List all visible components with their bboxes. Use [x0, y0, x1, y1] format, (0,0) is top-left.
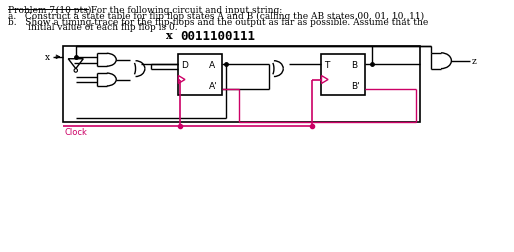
Text: b.   Show a timing trace for the flip-flops and the output as far as possible. A: b. Show a timing trace for the flip-flop… [8, 18, 428, 27]
Text: For the following circuit and input string:: For the following circuit and input stri… [88, 6, 282, 15]
Text: x: x [166, 30, 173, 41]
Text: initial value of each flip flop is 0.: initial value of each flip flop is 0. [8, 23, 178, 32]
Text: D: D [181, 60, 188, 70]
Text: 0011100111: 0011100111 [180, 30, 255, 43]
Text: T: T [324, 60, 329, 70]
Text: B': B' [352, 82, 360, 91]
Text: A: A [209, 60, 215, 70]
Text: z: z [471, 57, 476, 66]
Text: A': A' [209, 82, 217, 91]
Bar [178, 55, 222, 96]
Bar [63, 47, 420, 122]
Text: a.   Construct a state table for flip flop states A and B (calling the AB states: a. Construct a state table for flip flop… [8, 12, 424, 21]
Text: x: x [45, 53, 50, 62]
Bar [321, 55, 365, 96]
Text: B: B [352, 60, 358, 70]
Text: Problem 7:: Problem 7: [8, 6, 58, 15]
Text: Clock: Clock [64, 128, 87, 136]
Text: (10 pts): (10 pts) [50, 6, 91, 15]
